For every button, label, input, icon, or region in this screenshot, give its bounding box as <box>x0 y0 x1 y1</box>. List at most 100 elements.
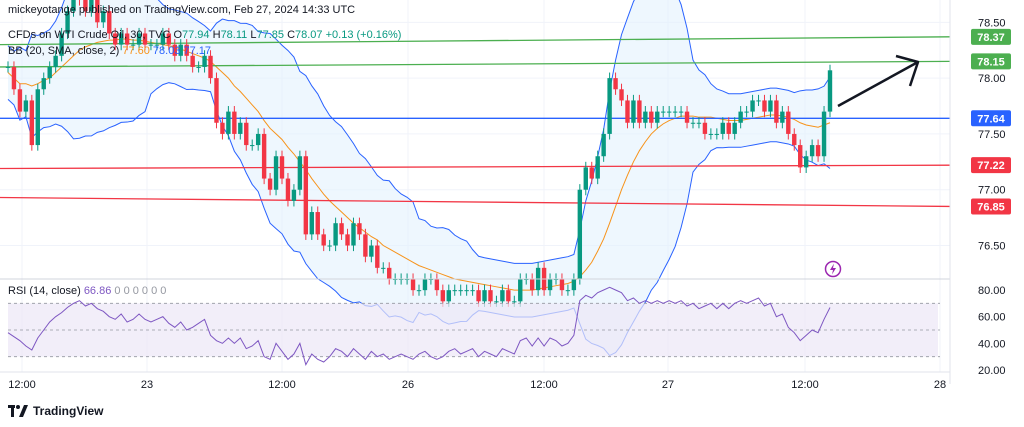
candle-body[interactable] <box>11 66 17 90</box>
candle-body[interactable] <box>363 234 368 257</box>
candle-body[interactable] <box>768 100 773 112</box>
candle-body[interactable] <box>458 290 463 292</box>
candle-body[interactable] <box>136 33 142 45</box>
support-line[interactable] <box>0 164 951 170</box>
candle-body[interactable] <box>607 78 612 134</box>
candle-body[interactable] <box>756 100 761 102</box>
time-axis[interactable]: 12:00 23 12:00 26 12:00 27 12:00 28 <box>8 379 946 391</box>
candle-body[interactable] <box>780 111 785 123</box>
candle-body[interactable] <box>815 145 821 157</box>
candle-body[interactable] <box>232 111 237 134</box>
candle-body[interactable] <box>196 66 201 68</box>
candle-body[interactable] <box>142 33 148 45</box>
candle-body[interactable] <box>678 111 684 113</box>
candle-body[interactable] <box>65 11 70 34</box>
candle-body[interactable] <box>625 100 630 123</box>
candle-body[interactable] <box>333 223 338 246</box>
candle-body[interactable] <box>601 133 606 157</box>
candle-body[interactable] <box>821 111 827 157</box>
candle-body[interactable] <box>273 156 279 190</box>
candle-body[interactable] <box>208 55 213 79</box>
candle-body[interactable] <box>220 122 225 134</box>
candle-body[interactable] <box>148 44 154 46</box>
candle-body[interactable] <box>732 122 737 134</box>
rsi-legend[interactable]: RSI (14, close) 66.86 0 0 0 0 0 0 <box>8 285 166 297</box>
candle-body[interactable] <box>172 44 177 56</box>
candle-body[interactable] <box>565 290 571 292</box>
candle-body[interactable] <box>47 66 52 79</box>
candle-body[interactable] <box>666 111 672 113</box>
candle-body[interactable] <box>35 89 40 146</box>
candle-body[interactable] <box>655 111 660 123</box>
candle-body[interactable] <box>89 0 94 12</box>
candle-body[interactable] <box>744 111 749 113</box>
candle-body[interactable] <box>160 33 166 45</box>
candle-body[interactable] <box>309 212 314 235</box>
resistance-line[interactable] <box>0 36 951 46</box>
candle-body[interactable] <box>124 33 130 45</box>
candle-body[interactable] <box>95 0 100 23</box>
candle-body[interactable] <box>381 267 386 269</box>
candle-body[interactable] <box>29 100 35 146</box>
candle-body[interactable] <box>529 279 535 291</box>
bb-legend[interactable]: BB (20, SMA, close, 2) 77.60 78.03 77.17 <box>8 45 211 57</box>
candle-body[interactable] <box>434 279 440 291</box>
candle-body[interactable] <box>184 44 189 56</box>
candle-body[interactable] <box>488 290 493 302</box>
candle-body[interactable] <box>506 290 511 302</box>
candle-body[interactable] <box>547 279 553 291</box>
candles[interactable] <box>5 0 833 307</box>
candle-body[interactable] <box>672 111 678 113</box>
candle-body[interactable] <box>178 44 183 56</box>
candle-body[interactable] <box>595 156 600 179</box>
support-line[interactable] <box>0 196 951 208</box>
candle-body[interactable] <box>53 55 58 67</box>
lightning-icon[interactable] <box>824 260 842 278</box>
candle-body[interactable] <box>589 167 594 179</box>
candle-body[interactable] <box>345 234 350 246</box>
candle-body[interactable] <box>803 156 809 168</box>
candle-body[interactable] <box>440 290 446 302</box>
candle-body[interactable] <box>494 301 499 303</box>
candle-body[interactable] <box>339 223 344 235</box>
candle-body[interactable] <box>101 11 106 23</box>
candle-body[interactable] <box>774 100 779 123</box>
candle-body[interactable] <box>327 245 332 247</box>
candle-body[interactable] <box>357 223 362 235</box>
candle-body[interactable] <box>261 133 267 179</box>
candle-body[interactable] <box>446 290 451 302</box>
candle-body[interactable] <box>375 245 380 268</box>
candle-body[interactable] <box>643 111 648 123</box>
candle-body[interactable] <box>118 33 124 45</box>
candle-body[interactable] <box>559 279 565 291</box>
candle-body[interactable] <box>190 55 195 67</box>
candle-body[interactable] <box>291 189 297 201</box>
candle-body[interactable] <box>613 78 618 90</box>
candle-body[interactable] <box>23 100 29 112</box>
candle-body[interactable] <box>637 100 642 123</box>
candle-body[interactable] <box>726 122 731 134</box>
candle-body[interactable] <box>792 133 797 146</box>
candle-body[interactable] <box>476 290 481 302</box>
candle-body[interactable] <box>809 145 815 157</box>
candle-body[interactable] <box>285 178 291 201</box>
candle-body[interactable] <box>351 223 356 246</box>
candle-body[interactable] <box>5 66 11 68</box>
candle-body[interactable] <box>255 133 261 146</box>
rsi-axis[interactable]: 80.00 60.00 40.00 20.00 <box>978 285 1006 377</box>
candle-body[interactable] <box>422 279 428 291</box>
candle-body[interactable] <box>762 100 767 112</box>
candle-body[interactable] <box>41 78 46 90</box>
candle-body[interactable] <box>166 33 172 45</box>
candle-body[interactable] <box>500 290 505 302</box>
candle-body[interactable] <box>661 111 666 113</box>
candle-body[interactable] <box>684 111 690 123</box>
candle-body[interactable] <box>464 290 469 292</box>
candle-body[interactable] <box>107 11 112 34</box>
candle-body[interactable] <box>71 0 76 12</box>
candle-body[interactable] <box>452 290 457 292</box>
candle-body[interactable] <box>690 122 696 124</box>
candle-body[interactable] <box>798 145 803 168</box>
candle-body[interactable] <box>827 70 833 112</box>
